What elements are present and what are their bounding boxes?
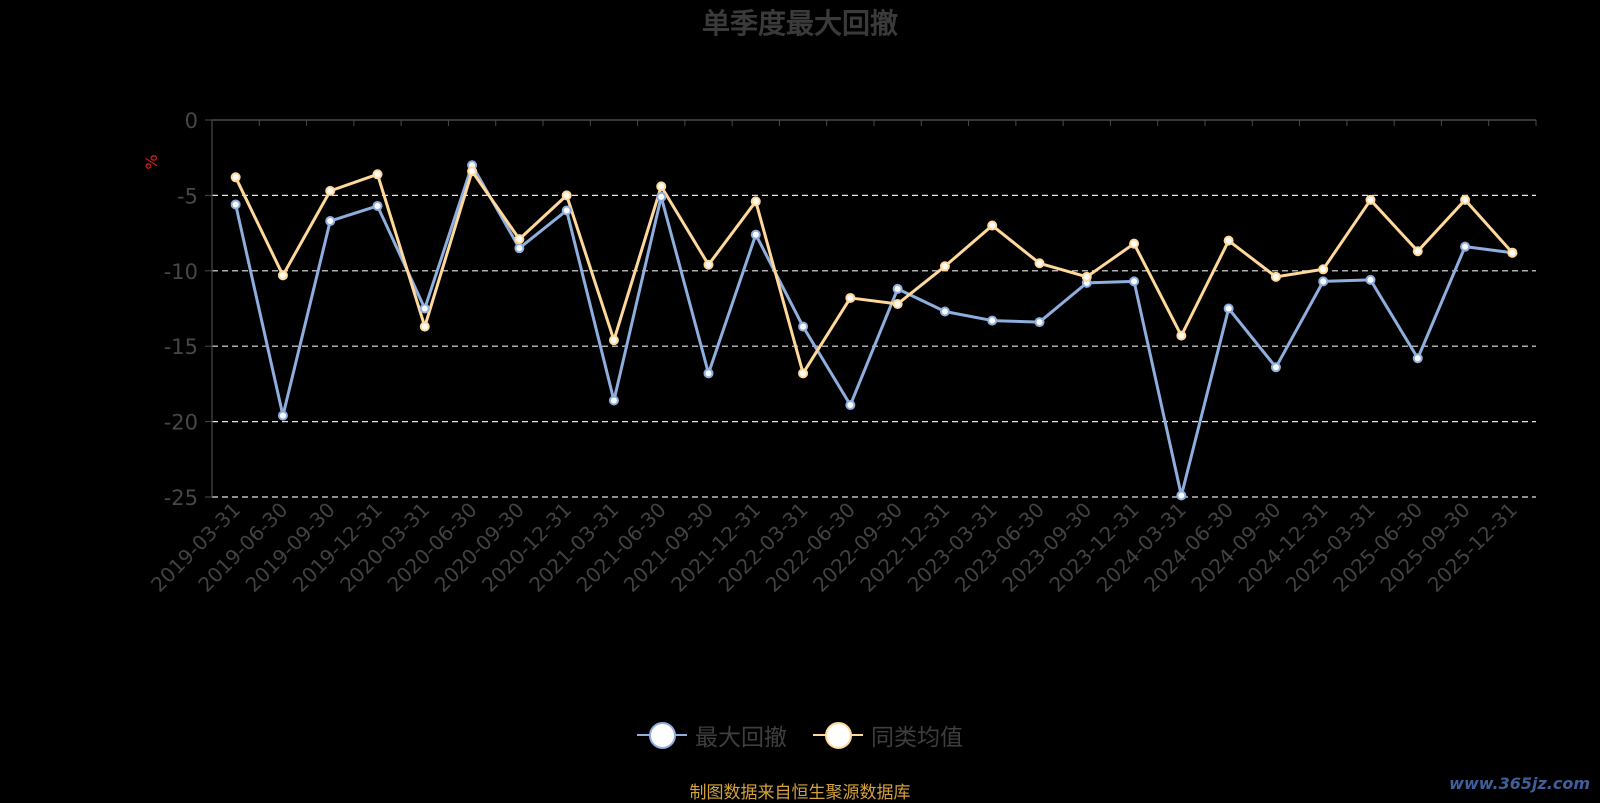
data-point [561, 205, 572, 216]
source-note: 制图数据来自恒生聚源数据库 [689, 783, 911, 803]
series-line-1 [234, 163, 1513, 497]
data-point [277, 270, 288, 281]
y-axis-label: % [142, 154, 161, 169]
series-line-2 [234, 169, 1514, 375]
y-tick-label: -25 [164, 486, 198, 510]
legend-label: 同类均值 [871, 725, 963, 751]
data-point [1318, 276, 1329, 287]
data-point [1318, 264, 1329, 275]
data-point [750, 196, 761, 207]
data-point [987, 315, 998, 326]
data-point [1176, 330, 1187, 341]
data-point [277, 410, 288, 421]
data-point [845, 292, 856, 303]
data-point [892, 298, 903, 309]
data-point [1460, 194, 1471, 205]
data-point [1034, 258, 1045, 269]
data-point [939, 261, 950, 272]
legend-item-series-2[interactable]: 同类均值 [813, 718, 963, 752]
data-point [608, 395, 619, 406]
data-point [703, 259, 714, 270]
data-point [608, 335, 619, 346]
data-point [230, 199, 241, 210]
data-point [514, 243, 525, 254]
data-point [1412, 246, 1423, 257]
y-tick-label: -5 [177, 184, 198, 208]
data-point [419, 321, 430, 332]
legend-item-series-1[interactable]: 最大回撤 [637, 718, 787, 752]
watermark: www.365jz.com [1449, 774, 1590, 793]
legend-line-icon [813, 720, 863, 750]
data-point [987, 220, 998, 231]
y-tick-label: -10 [164, 260, 198, 284]
y-tick-label: -15 [164, 335, 198, 359]
data-point [656, 181, 667, 192]
series-layer [230, 160, 1518, 501]
data-point [1270, 362, 1281, 373]
data-point [798, 368, 809, 379]
data-point [750, 229, 761, 240]
y-tick-label: -20 [164, 411, 198, 435]
data-point [561, 190, 572, 201]
legend-label: 最大回撤 [695, 725, 787, 751]
data-point [1365, 194, 1376, 205]
data-point [230, 172, 241, 183]
data-point [514, 234, 525, 245]
y-tick-label: 0 [185, 109, 198, 133]
chart-title: 单季度最大回撤 [701, 7, 898, 40]
data-point [703, 368, 714, 379]
data-point [1223, 235, 1234, 246]
legend: 最大回撤 同类均值 [0, 718, 1600, 752]
data-point [325, 216, 336, 227]
data-point [1034, 317, 1045, 328]
data-point [1412, 353, 1423, 364]
data-point [1129, 276, 1140, 287]
data-point [372, 169, 383, 180]
data-point [892, 283, 903, 294]
data-point [1270, 271, 1281, 282]
data-point [1365, 274, 1376, 285]
data-point [325, 185, 336, 196]
data-point [1081, 271, 1092, 282]
data-point [1176, 490, 1187, 501]
data-point [845, 400, 856, 411]
data-point [939, 306, 950, 317]
data-point [1129, 238, 1140, 249]
legend-line-icon [637, 720, 687, 750]
data-point [1223, 303, 1234, 314]
data-point [656, 191, 667, 202]
data-point [798, 321, 809, 332]
data-point [419, 303, 430, 314]
data-point [372, 200, 383, 211]
data-point [1460, 241, 1471, 252]
data-point [1507, 247, 1518, 258]
data-point [467, 166, 478, 177]
